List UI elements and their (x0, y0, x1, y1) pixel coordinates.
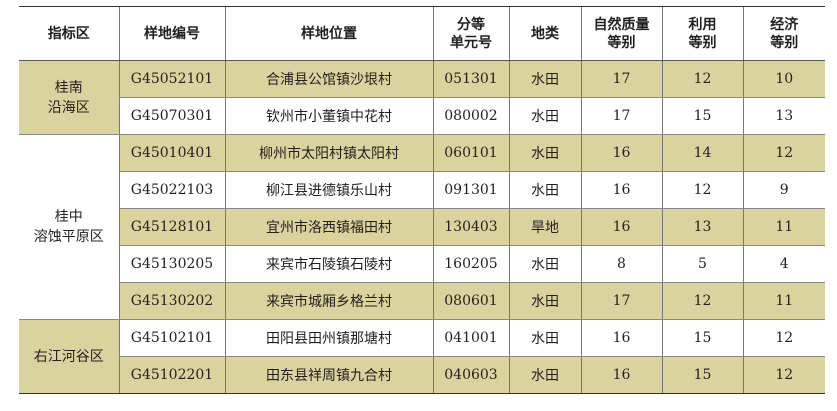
table-cell: G45128101 (118, 208, 225, 246)
header-row: 指标区 样地编号 样地位置 分等 单元号 地类 自然质量 等别 利用 等别 经济 等别 (19, 6, 825, 61)
table-cell: 水田 (508, 134, 581, 172)
table-cell: 15 (661, 97, 743, 135)
table-cell: 15 (661, 319, 743, 357)
table-cell: 080601 (432, 282, 509, 320)
table-row: G45128101 宜州市洛西镇福田村 130403 旱地 16 13 11 (19, 208, 825, 246)
table-row: 右江河谷区 G45102101 田阳县田州镇那塘村 041001 水田 16 15 12 (19, 319, 825, 394)
table-cell: 041001 (432, 319, 509, 357)
table-cell: 田东县祥周镇九合村 (224, 356, 433, 394)
table-cell: 14 (661, 134, 743, 172)
table-cell: 040603 (432, 356, 509, 394)
table-cell: 8 (580, 245, 662, 283)
table-cell: 051301 (432, 60, 509, 98)
table-cell: 16 (580, 208, 662, 246)
table-cell: G45102101 (118, 319, 225, 357)
table-cell: 9 (742, 171, 825, 209)
table-cell: 水田 (508, 319, 581, 357)
table-cell: 12 (661, 282, 743, 320)
table-cell: G45022103 (118, 171, 225, 209)
table-cell: 11 (742, 208, 825, 246)
table-cell: G45010401 (118, 134, 225, 172)
table-cell: 17 (580, 282, 662, 320)
table-cell: 16 (580, 356, 662, 394)
region-cell: 桂中 溶蚀平原区 (19, 134, 119, 320)
table-row: G45102201 田东县祥周镇九合村 040603 水田 16 15 12 (19, 356, 825, 394)
table-cell: 宜州市洛西镇福田村 (224, 208, 433, 246)
region-cell: 右江河谷区 (19, 319, 119, 394)
table-cell: 12 (661, 60, 743, 98)
table-cell: G45102201 (118, 356, 225, 394)
table-cell: 来宾市城厢乡格兰村 (224, 282, 433, 320)
table-cell: 10 (742, 60, 825, 98)
table-cell: 柳州市太阳村镇太阳村 (224, 134, 433, 172)
table-cell: 水田 (508, 356, 581, 394)
table-cell: 水田 (508, 245, 581, 283)
table-cell: 13 (661, 208, 743, 246)
table-row: G45022103 柳江县进德镇乐山村 091301 水田 16 12 9 (19, 171, 825, 209)
table-cell: 16 (580, 319, 662, 357)
sample-plot-table: 指标区 样地编号 样地位置 分等 单元号 地类 自然质量 等别 利用 等别 经济 等别 桂南 沿海区 G4… (19, 6, 825, 394)
table-cell: 水田 (508, 171, 581, 209)
column-header: 自然质量 等别 (580, 6, 662, 61)
column-header: 样地编号 (118, 6, 225, 61)
table-cell: 12 (742, 134, 825, 172)
table-cell: 田阳县田州镇那塘村 (224, 319, 433, 357)
table-cell: G45052101 (118, 60, 225, 98)
table-row: G45070301 钦州市小董镇中花村 080002 水田 17 15 13 (19, 97, 825, 135)
column-header: 利用 等别 (661, 6, 743, 61)
table-cell: 15 (661, 356, 743, 394)
column-header: 分等 单元号 (432, 6, 509, 61)
table-cell: 130403 (432, 208, 509, 246)
table-cell: 旱地 (508, 208, 581, 246)
table-cell: 091301 (432, 171, 509, 209)
table-cell: 4 (742, 245, 825, 283)
table-cell: G45070301 (118, 97, 225, 135)
table-cell: 17 (580, 97, 662, 135)
table-cell: 柳江县进德镇乐山村 (224, 171, 433, 209)
table-cell: 160205 (432, 245, 509, 283)
column-header: 经济 等别 (742, 6, 825, 61)
column-header: 地类 (508, 6, 581, 61)
table-cell: 合浦县公馆镇沙垠村 (224, 60, 433, 98)
table-cell: 12 (742, 319, 825, 357)
table-cell: 060101 (432, 134, 509, 172)
table-cell: G45130202 (118, 282, 225, 320)
table-cell: 12 (661, 171, 743, 209)
table-cell: 水田 (508, 60, 581, 98)
table-row: 桂南 沿海区 G45052101 合浦县公馆镇沙垠村 051301 水田 17 12 10 (19, 60, 825, 135)
table-cell: 钦州市小董镇中花村 (224, 97, 433, 135)
table-cell: 080002 (432, 97, 509, 135)
table-cell: 5 (661, 245, 743, 283)
column-header: 样地位置 (224, 6, 433, 61)
table-cell: 来宾市石陵镇石陵村 (224, 245, 433, 283)
table-cell: G45130205 (118, 245, 225, 283)
table-cell: 13 (742, 97, 825, 135)
column-header: 指标区 (19, 6, 119, 61)
table-cell: 17 (580, 60, 662, 98)
table-cell: 16 (580, 171, 662, 209)
table-cell: 水田 (508, 282, 581, 320)
table-cell: 12 (742, 356, 825, 394)
table-row: 桂中 溶蚀平原区 G45010401 柳州市太阳村镇太阳村 060101 水田 16 14 12 (19, 134, 825, 320)
table-cell: 16 (580, 134, 662, 172)
region-cell: 桂南 沿海区 (19, 60, 119, 135)
table-cell: 水田 (508, 97, 581, 135)
table-row: G45130205 来宾市石陵镇石陵村 160205 水田 8 5 4 (19, 245, 825, 283)
table-row: G45130202 来宾市城厢乡格兰村 080601 水田 17 12 11 (19, 282, 825, 320)
table-cell: 11 (742, 282, 825, 320)
